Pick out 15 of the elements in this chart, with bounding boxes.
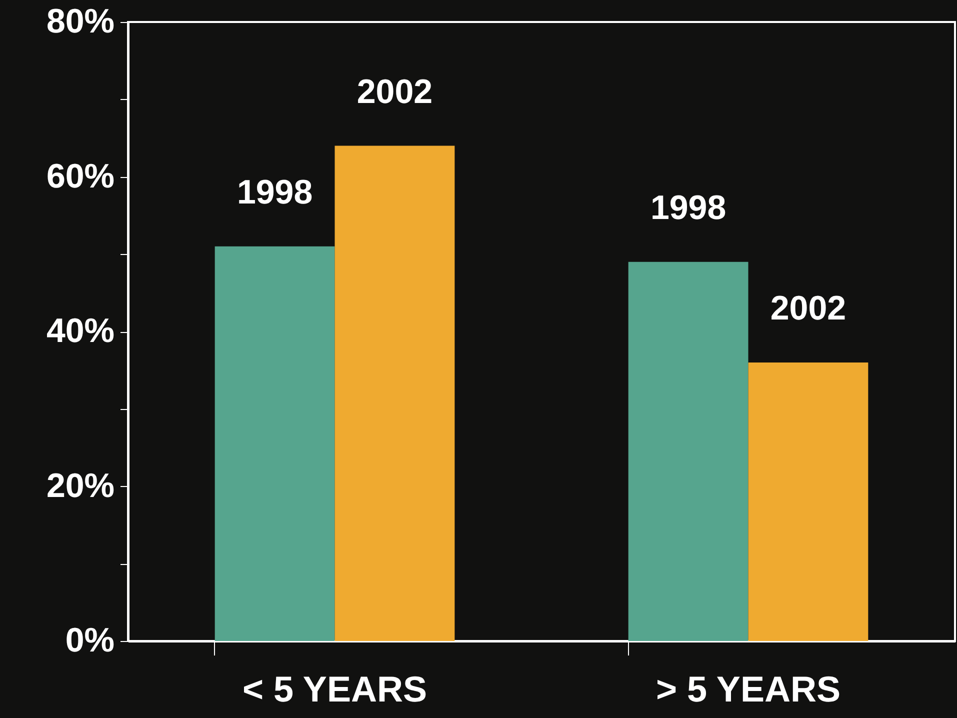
y-tick-label: 0%: [65, 622, 114, 660]
series-label: 1998: [650, 188, 726, 227]
series-label: 2002: [770, 289, 846, 328]
x-tick-label: < 5 YEARS: [242, 668, 427, 710]
bar: [334, 146, 455, 641]
y-tick-label: 20%: [46, 466, 114, 505]
y-tick-label: 80%: [46, 2, 114, 40]
bar: [214, 246, 335, 641]
bar: [628, 262, 748, 641]
bar: [748, 362, 868, 641]
text: 1998: [236, 173, 313, 212]
y-tick-label: 40%: [46, 312, 114, 350]
y-tick-label: 60%: [46, 157, 114, 196]
text: 2002: [356, 72, 433, 111]
x-tick-label: > 5 YEARS: [656, 668, 840, 710]
